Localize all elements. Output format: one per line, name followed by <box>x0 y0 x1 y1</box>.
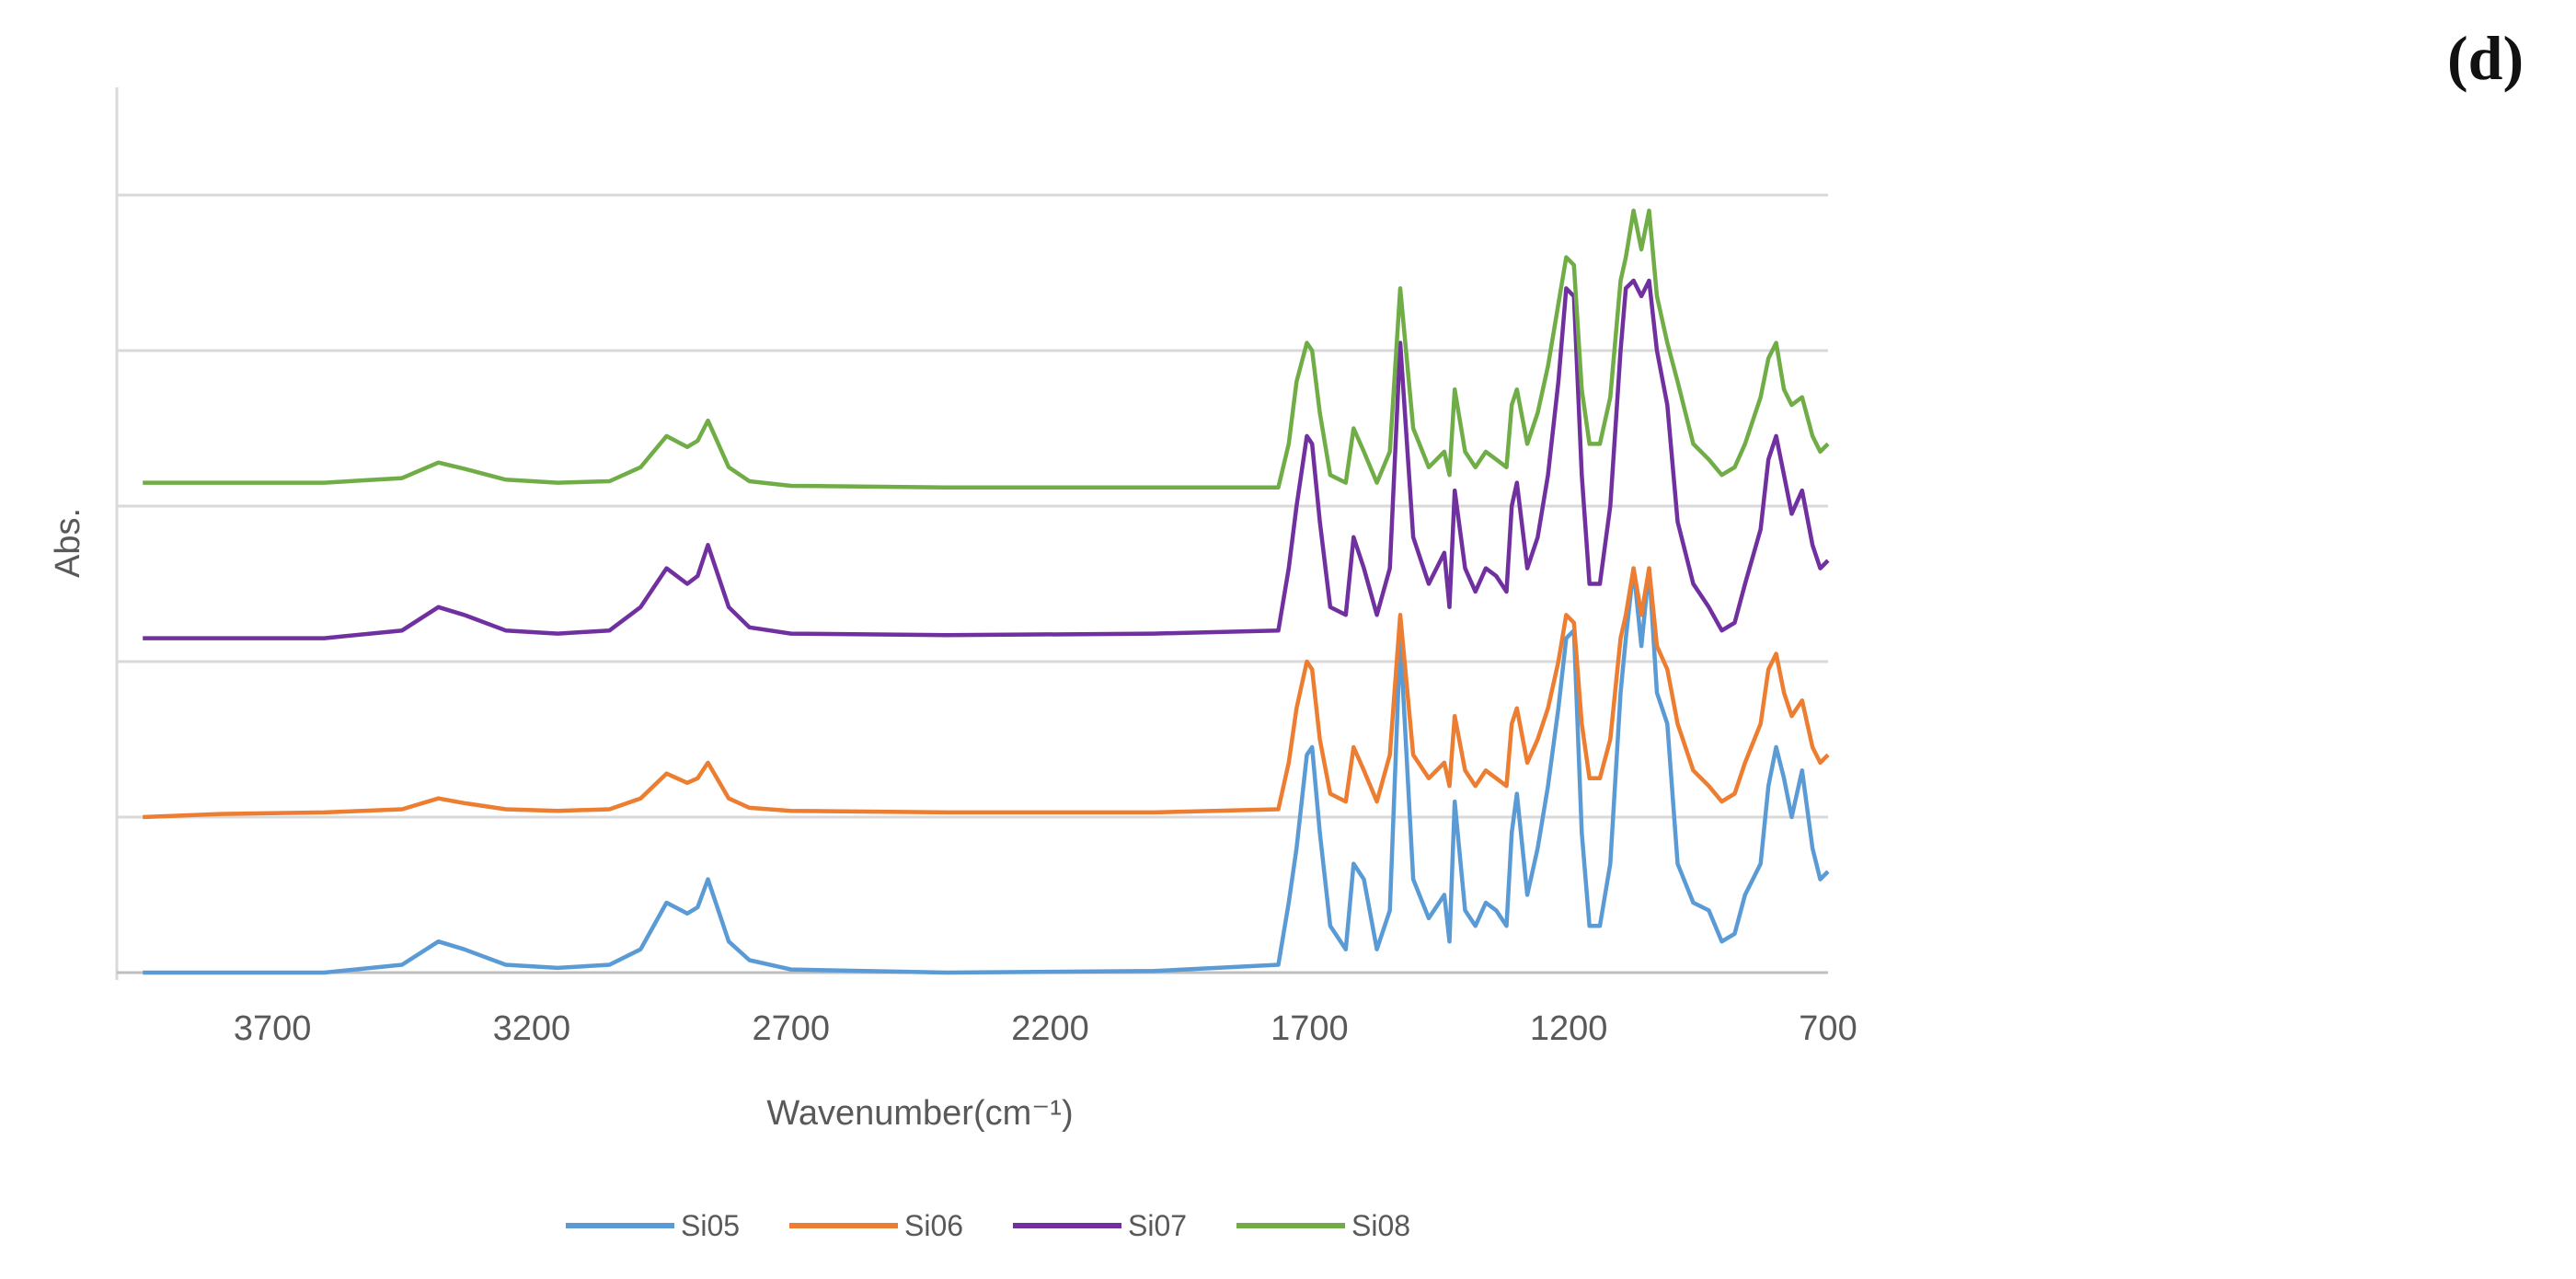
x-axis-title: Wavenumber(cm⁻¹) <box>766 1094 1073 1133</box>
legend-item-si08[interactable]: Si08 <box>1236 1209 1410 1242</box>
series-line-si05 <box>143 566 1830 975</box>
series-line-si08 <box>143 208 1830 490</box>
series-group <box>143 208 1830 975</box>
y-axis-title: Abs. <box>49 508 87 578</box>
legend-label: Si05 <box>681 1209 740 1242</box>
x-tick-label: 1700 <box>1271 1009 1349 1048</box>
gridlines <box>117 193 1828 819</box>
x-tick-label: 3200 <box>493 1009 571 1048</box>
series-line-si07 <box>143 278 1830 640</box>
legend-label: Si06 <box>904 1209 963 1242</box>
series-line-si06 <box>143 566 1830 820</box>
x-tick-labels: 3700 3200 2700 2200 1700 1200 700 <box>234 1009 1857 1048</box>
x-tick-label: 2700 <box>752 1009 830 1048</box>
x-tick-label: 700 <box>1799 1009 1857 1048</box>
legend-item-si07[interactable]: Si07 <box>1013 1209 1187 1242</box>
legend-item-si06[interactable]: Si06 <box>789 1209 963 1242</box>
x-tick-label: 1200 <box>1530 1009 1608 1048</box>
axes <box>115 87 1828 980</box>
legend-label: Si08 <box>1351 1209 1410 1242</box>
x-tick-label: 3700 <box>234 1009 312 1048</box>
x-tick-label: 2200 <box>1011 1009 1089 1048</box>
legend-item-si05[interactable]: Si05 <box>566 1209 740 1242</box>
panel-label: (d) <box>2447 23 2524 93</box>
legend[interactable]: Si05 Si06 Si07 Si08 <box>566 1209 1410 1242</box>
legend-label: Si07 <box>1128 1209 1187 1242</box>
